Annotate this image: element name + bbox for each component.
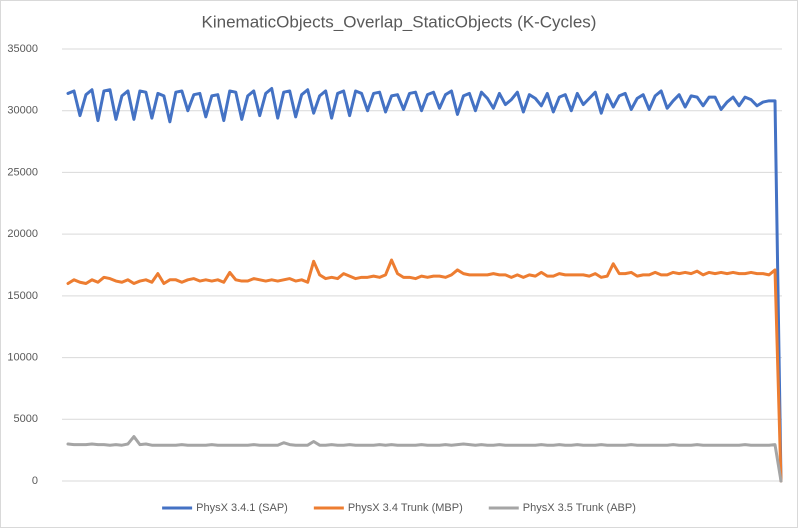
y-tick-label: 30000: [7, 105, 38, 117]
chart-title: KinematicObjects_Overlap_StaticObjects (…: [202, 12, 597, 31]
series-line: [66, 87, 783, 483]
legend-label: PhysX 3.5 Trunk (ABP): [523, 502, 636, 514]
y-tick-label: 15000: [7, 290, 38, 302]
y-tick-label: 10000: [7, 351, 38, 363]
y-tick-label: 0: [32, 475, 38, 487]
y-tick-label: 20000: [7, 228, 38, 240]
legend-label: PhysX 3.4 Trunk (MBP): [348, 502, 463, 514]
y-tick-label: 5000: [14, 413, 38, 425]
series-line: [66, 258, 783, 483]
y-tick-label: 25000: [7, 166, 38, 178]
series-line: [66, 435, 783, 483]
legend-label: PhysX 3.4.1 (SAP): [196, 502, 288, 514]
y-tick-label: 35000: [7, 43, 38, 55]
